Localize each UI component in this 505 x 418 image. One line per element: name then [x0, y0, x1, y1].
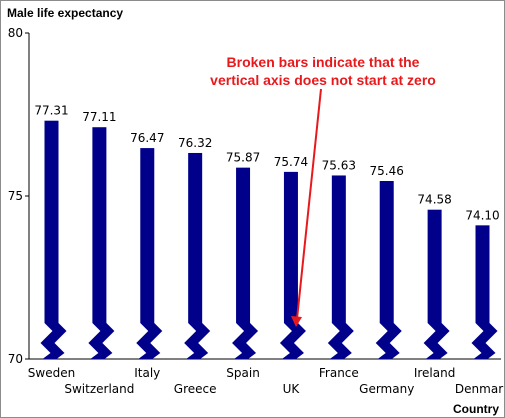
- data-label: 75.74: [274, 155, 308, 169]
- y-axis-title: Male life expectancy: [7, 6, 123, 20]
- bar-break-zigzag: [327, 323, 354, 359]
- category-label: Switzerland: [64, 382, 134, 396]
- bar-break-zigzag: [423, 323, 450, 359]
- data-label: 77.31: [34, 104, 68, 118]
- annotation-arrowhead: [291, 316, 302, 327]
- category-label: Denmark: [455, 382, 504, 396]
- data-label: 74.58: [417, 193, 451, 207]
- bar-break-zigzag: [279, 323, 306, 359]
- bar: [427, 209, 442, 323]
- bar-break-zigzag: [184, 323, 211, 359]
- category-label: Ireland: [414, 366, 456, 380]
- axes: 70 75 80: [8, 26, 501, 366]
- category-label: Greece: [174, 382, 217, 396]
- bar: [331, 175, 346, 323]
- data-label: 77.11: [82, 110, 116, 124]
- category-label: Spain: [226, 366, 260, 380]
- bar-break-zigzag: [375, 323, 402, 359]
- bar: [283, 171, 298, 323]
- data-label: 74.10: [465, 208, 499, 222]
- bar-break-zigzag: [471, 323, 498, 359]
- bar-break-zigzag: [232, 323, 259, 359]
- bar: [92, 127, 107, 324]
- bar: [379, 181, 394, 323]
- data-label: 76.47: [130, 131, 164, 145]
- bar: [44, 120, 59, 323]
- category-label: UK: [283, 382, 301, 396]
- y-tick-label: 70: [8, 352, 23, 366]
- data-label: 76.32: [178, 136, 212, 150]
- category-label: Italy: [134, 366, 160, 380]
- data-label: 75.46: [370, 164, 404, 178]
- bars: [40, 120, 498, 359]
- category-label: Germany: [359, 382, 414, 396]
- bar: [140, 148, 155, 323]
- annotation: Broken bars indicate that the vertical a…: [210, 54, 436, 327]
- x-axis-title: Country: [453, 402, 499, 416]
- y-tick-label: 75: [8, 189, 23, 203]
- bar-break-zigzag: [40, 323, 67, 359]
- category-label: Sweden: [28, 366, 75, 380]
- annotation-line-1: Broken bars indicate that the: [227, 54, 420, 70]
- bar: [188, 152, 203, 323]
- annotation-line-2: vertical axis does not start at zero: [210, 72, 436, 88]
- category-label: France: [319, 366, 359, 380]
- bar-break-zigzag: [88, 323, 115, 359]
- value-labels: 77.31 77.11 76.47 76.32 75.87 75.74 75.63 75.46…: [34, 104, 499, 223]
- annotation-arrow: [296, 88, 322, 320]
- y-tick-label: 80: [8, 26, 23, 40]
- bar: [475, 225, 490, 323]
- data-label: 75.63: [322, 158, 356, 172]
- bar: [236, 167, 251, 323]
- data-label: 75.87: [226, 151, 260, 165]
- bar-break-zigzag: [136, 323, 163, 359]
